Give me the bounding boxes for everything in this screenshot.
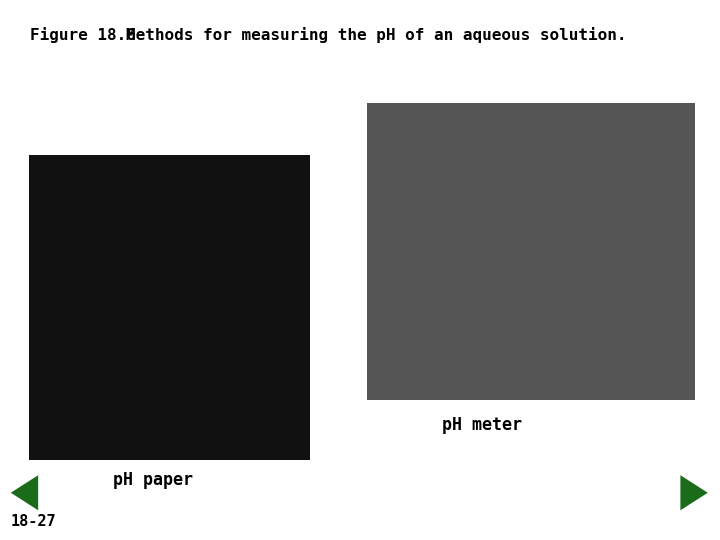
- Text: Methods for measuring the pH of an aqueous solution.: Methods for measuring the pH of an aqueo…: [126, 27, 626, 43]
- Text: 18-27: 18-27: [11, 514, 56, 529]
- Polygon shape: [11, 475, 38, 510]
- Text: pH meter: pH meter: [442, 416, 522, 434]
- Bar: [29, 155, 310, 460]
- Text: Figure 18.6: Figure 18.6: [30, 27, 136, 43]
- Text: pH paper: pH paper: [113, 471, 193, 489]
- Bar: [367, 103, 695, 400]
- Polygon shape: [680, 475, 708, 510]
